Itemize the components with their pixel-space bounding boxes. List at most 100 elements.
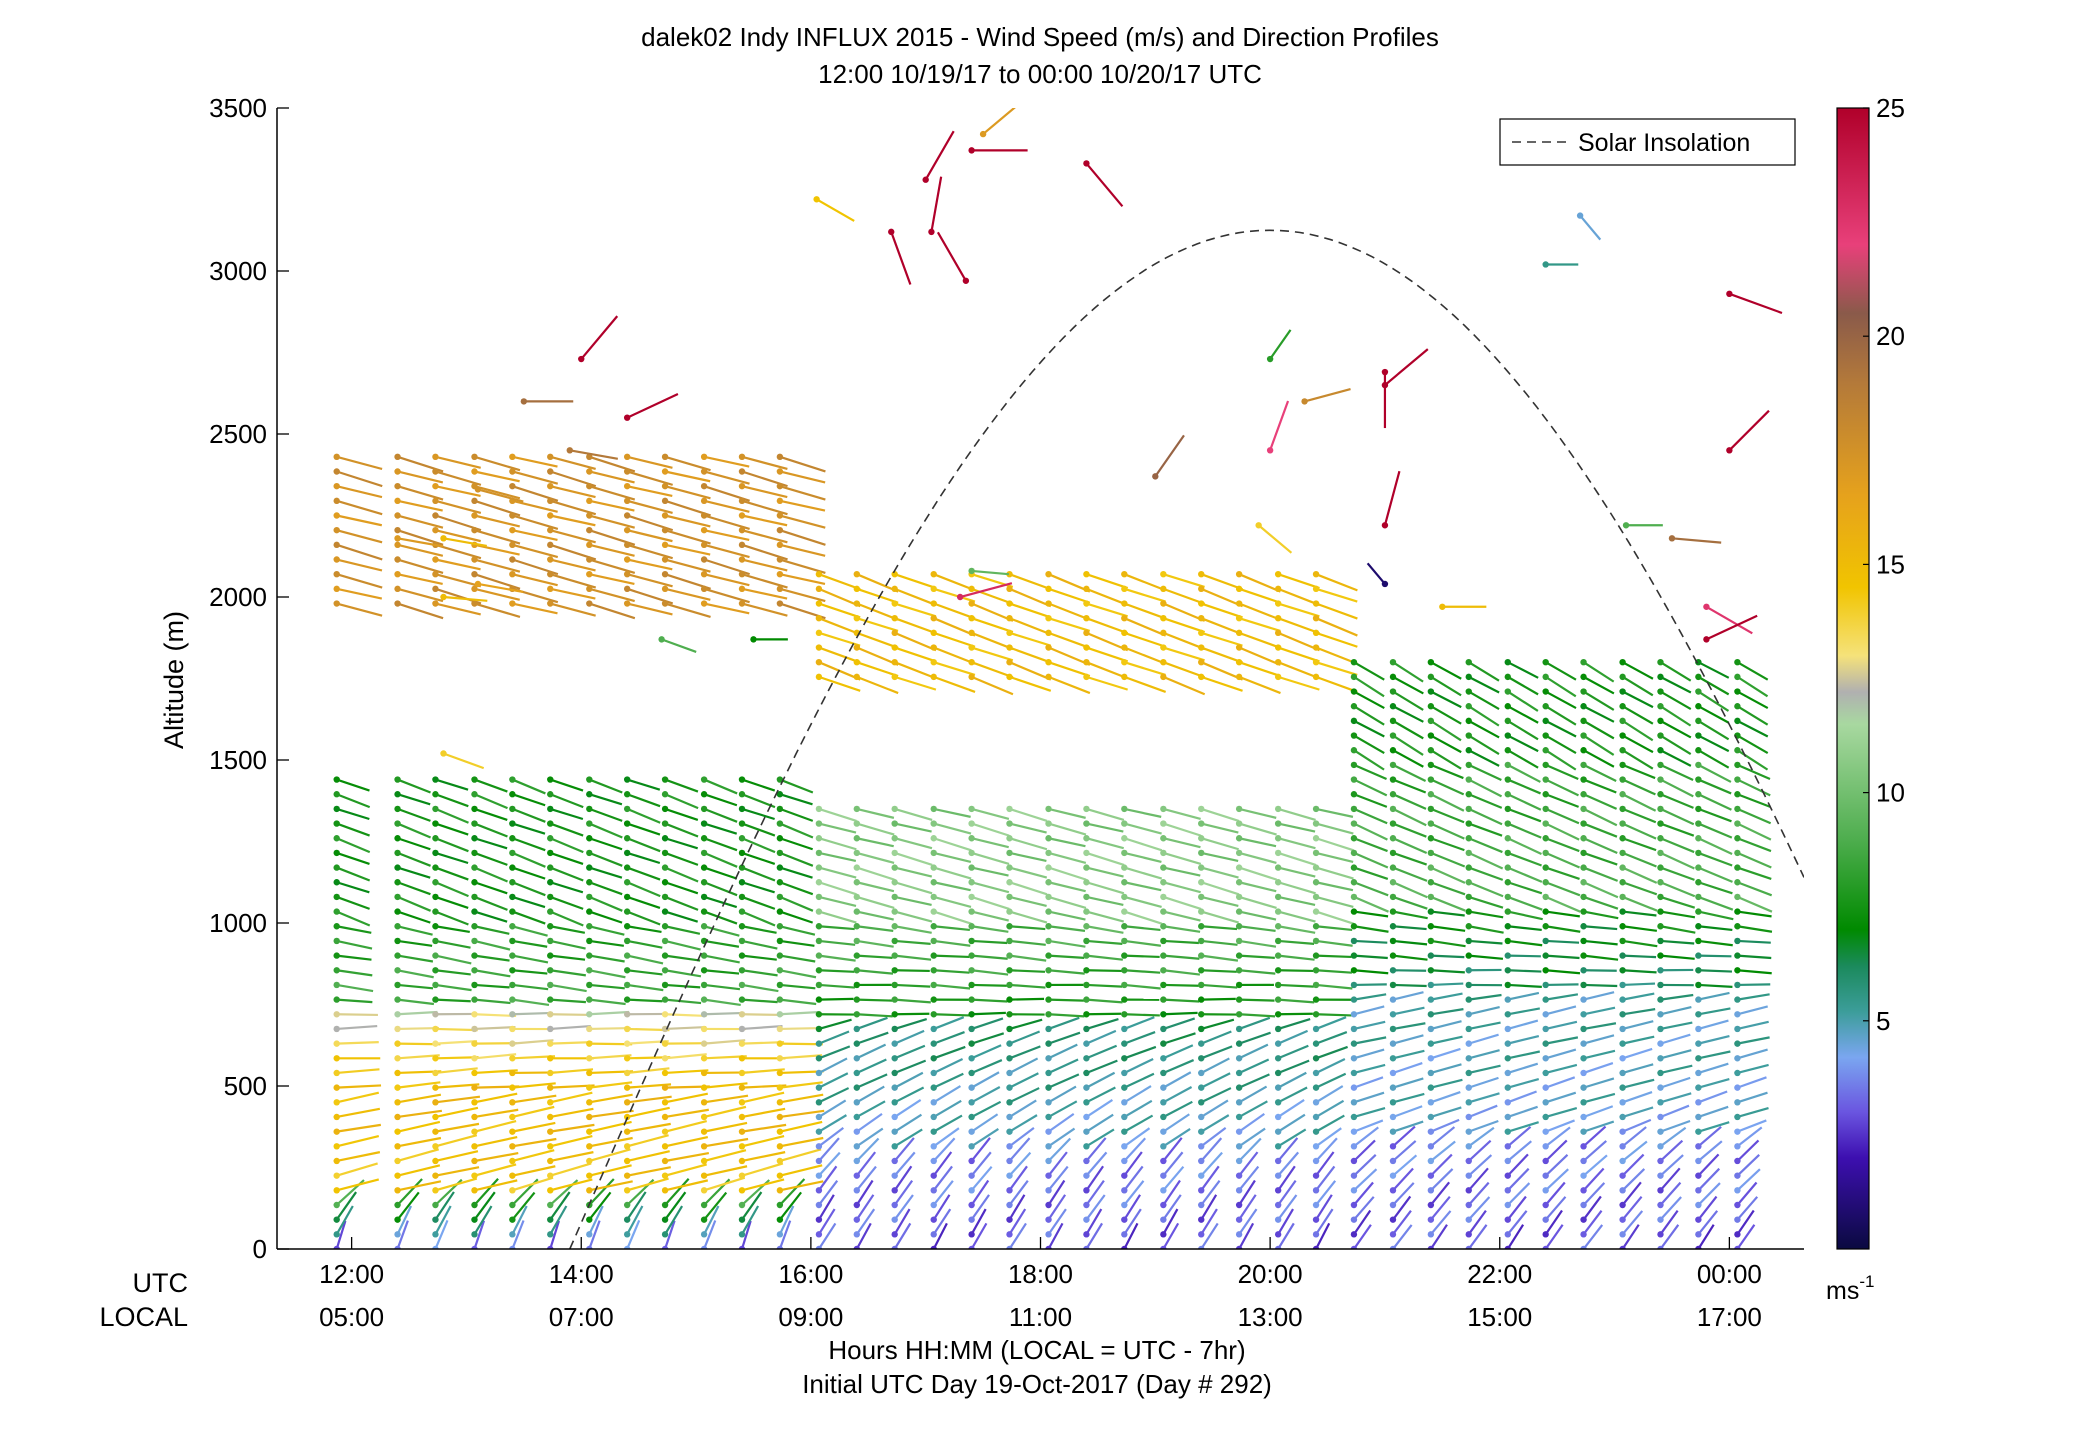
wind-barb-point bbox=[432, 1011, 438, 1017]
wind-barb-point bbox=[1267, 356, 1273, 362]
wind-barb-point bbox=[1313, 850, 1319, 856]
wind-barb-point bbox=[1236, 864, 1242, 870]
wind-barb-point bbox=[854, 996, 860, 1002]
wind-barb-point bbox=[931, 1026, 937, 1032]
wind-barb-point bbox=[1466, 718, 1472, 724]
wind-barb-point bbox=[1121, 1158, 1127, 1164]
wind-barb-point bbox=[1045, 630, 1051, 636]
wind-barb-point bbox=[701, 967, 707, 973]
wind-barb-point bbox=[968, 147, 974, 153]
wind-barb-point bbox=[547, 1158, 553, 1164]
wind-barb-point bbox=[777, 894, 783, 900]
wind-barb-point bbox=[394, 1158, 400, 1164]
wind-barb-shaft bbox=[1049, 1000, 1084, 1001]
wind-barb-point bbox=[854, 600, 860, 606]
wind-barb-point bbox=[432, 1158, 438, 1164]
wind-barb-point bbox=[701, 850, 707, 856]
wind-barb-point bbox=[1428, 674, 1434, 680]
wind-barb-point bbox=[624, 864, 630, 870]
wind-barb-point bbox=[1045, 850, 1051, 856]
wind-barb-point bbox=[1695, 1040, 1701, 1046]
wind-barb-point bbox=[1083, 1202, 1089, 1208]
wind-barb-point bbox=[1313, 1172, 1319, 1178]
wind-barb-point bbox=[1619, 703, 1625, 709]
wind-barb-point bbox=[816, 894, 822, 900]
wind-barb-point bbox=[777, 1158, 783, 1164]
wind-barb-point bbox=[547, 776, 553, 782]
wind-barb-point bbox=[816, 1114, 822, 1120]
wind-barb-shaft bbox=[1239, 1000, 1274, 1001]
wind-barb-point bbox=[816, 835, 822, 841]
wind-barb-point bbox=[471, 894, 477, 900]
wind-barb-point bbox=[891, 644, 897, 650]
wind-barb-point bbox=[1121, 938, 1127, 944]
wind-barb-point bbox=[854, 674, 860, 680]
wind-barb-point bbox=[509, 1011, 515, 1017]
wind-barb-point bbox=[1505, 923, 1511, 929]
wind-barb-point bbox=[1198, 967, 1204, 973]
wind-barb-point bbox=[816, 806, 822, 812]
wind-barb-point bbox=[1313, 996, 1319, 1002]
wind-barb-point bbox=[854, 1011, 860, 1017]
colorbar-unit-exp: -1 bbox=[1859, 1272, 1874, 1291]
wind-barb-point bbox=[777, 1084, 783, 1090]
wind-barb-point bbox=[1121, 850, 1127, 856]
wind-barb-point bbox=[1390, 1216, 1396, 1222]
wind-barb-point bbox=[1695, 1084, 1701, 1090]
wind-barb-point bbox=[1619, 659, 1625, 665]
wind-barb-point bbox=[891, 894, 897, 900]
wind-barb-point bbox=[1275, 1040, 1281, 1046]
wind-barb-point bbox=[1351, 703, 1357, 709]
wind-barb-point bbox=[1428, 820, 1434, 826]
wind-barb-point bbox=[777, 1172, 783, 1178]
wind-barb-point bbox=[624, 571, 630, 577]
wind-barb-point bbox=[1313, 586, 1319, 592]
wind-barb-point bbox=[1275, 850, 1281, 856]
wind-barb-point bbox=[1580, 982, 1586, 988]
wind-barb-point bbox=[394, 498, 400, 504]
wind-barb-point bbox=[739, 1187, 745, 1193]
wind-barb-point bbox=[1198, 1099, 1204, 1105]
wind-barb-point bbox=[1121, 571, 1127, 577]
wind-barb-shaft bbox=[1086, 1014, 1121, 1015]
wind-barb-point bbox=[1351, 864, 1357, 870]
wind-barb-point bbox=[567, 447, 573, 453]
wind-barb-point bbox=[1313, 1114, 1319, 1120]
wind-barb-point bbox=[968, 630, 974, 636]
wind-barb-point bbox=[1121, 586, 1127, 592]
wind-barb-point bbox=[1121, 806, 1127, 812]
wind-barb-point bbox=[1657, 1040, 1663, 1046]
wind-barb-point bbox=[854, 806, 860, 812]
wind-barb-point bbox=[1734, 762, 1740, 768]
wind-barb-point bbox=[1542, 1055, 1548, 1061]
wind-barb-point bbox=[891, 938, 897, 944]
wind-barb-point bbox=[891, 659, 897, 665]
wind-barb-point bbox=[931, 674, 937, 680]
wind-barb-point bbox=[1083, 879, 1089, 885]
wind-barb-point bbox=[739, 1231, 745, 1237]
wind-barb-point bbox=[701, 1099, 707, 1105]
wind-barb-point bbox=[432, 791, 438, 797]
wind-barb-point bbox=[394, 1040, 400, 1046]
wind-barb-point bbox=[509, 1202, 515, 1208]
wind-barb-point bbox=[1505, 703, 1511, 709]
wind-barb-point bbox=[1045, 1026, 1051, 1032]
wind-barb-point bbox=[1160, 1231, 1166, 1237]
wind-barb-point bbox=[1542, 747, 1548, 753]
wind-barb-point bbox=[816, 1026, 822, 1032]
wind-barb-point bbox=[547, 1026, 553, 1032]
wind-barb-point bbox=[1275, 1143, 1281, 1149]
wind-barb-point bbox=[968, 952, 974, 958]
wind-barb-point bbox=[968, 908, 974, 914]
wind-barb-point bbox=[509, 864, 515, 870]
wind-barb-point bbox=[1466, 1040, 1472, 1046]
wind-barb-point bbox=[1198, 835, 1204, 841]
wind-barb-point bbox=[1390, 1099, 1396, 1105]
wind-barb-point bbox=[1466, 1172, 1472, 1178]
wind-barb-point bbox=[662, 923, 668, 929]
wind-barb-point bbox=[1623, 522, 1629, 528]
wind-barb-point bbox=[816, 1128, 822, 1134]
wind-barb-point bbox=[1657, 894, 1663, 900]
wind-barb-point bbox=[1542, 703, 1548, 709]
wind-barb-point bbox=[1083, 996, 1089, 1002]
